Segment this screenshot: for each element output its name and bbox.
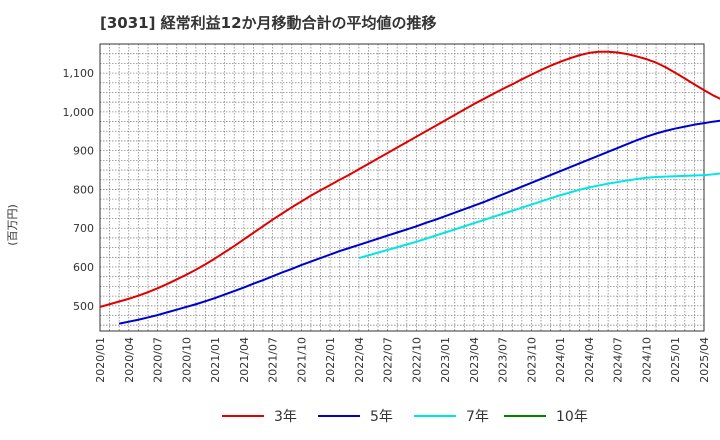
legend-item: 5年: [318, 404, 393, 428]
x-tick-label: 2020/04: [123, 337, 136, 383]
x-tick-label: 2021/07: [267, 337, 280, 383]
legend-swatch: [318, 415, 360, 417]
legend-item: 10年: [504, 404, 588, 428]
x-tick-label: 2020/10: [180, 337, 193, 383]
legend-swatch: [222, 415, 264, 417]
chart-title: [3031] 経常利益12か月移動合計の平均値の推移: [100, 14, 437, 32]
series-line-7年: [358, 172, 720, 260]
x-tick-label: 2021/10: [295, 337, 308, 383]
x-tick-label: 2024/07: [612, 337, 625, 383]
series-line-5年: [118, 119, 720, 325]
legend-label: 5年: [370, 409, 393, 425]
y-tick-label: 1,000: [63, 106, 95, 119]
x-tick-label: 2021/04: [238, 337, 251, 383]
x-tick-label: 2022/10: [410, 337, 423, 383]
x-tick-label: 2024/01: [554, 337, 567, 383]
legend-item: 3年: [222, 404, 297, 428]
legend-swatch: [414, 415, 456, 417]
x-tick-label: 2024/10: [640, 337, 653, 383]
x-tick-label: 2023/07: [497, 337, 510, 383]
x-tick-label: 2023/01: [439, 337, 452, 383]
x-tick-label: 2021/01: [209, 337, 222, 383]
legend-label: 7年: [466, 409, 489, 425]
y-tick-label: 900: [73, 145, 94, 158]
x-tick-label: 2023/10: [525, 337, 538, 383]
series-line-3年: [99, 50, 720, 308]
y-tick-label: 500: [73, 300, 94, 313]
y-tick-label: 600: [73, 261, 94, 274]
x-tick-label: 2022/04: [353, 337, 366, 383]
y-tick-label: 800: [73, 183, 94, 196]
legend: 3年 5年 7年 10年: [0, 404, 720, 428]
y-tick-label: 700: [73, 222, 94, 235]
plot-frame: [99, 43, 705, 332]
x-tick-label: 2025/01: [669, 337, 682, 383]
legend-label: 10年: [556, 409, 588, 425]
x-tick-label: 2023/04: [468, 337, 481, 383]
legend-label: 3年: [274, 409, 297, 425]
x-tick-label: 2024/04: [583, 337, 596, 383]
x-tick-label: 2020/01: [94, 337, 107, 383]
x-tick-label: 2022/07: [382, 337, 395, 383]
legend-item: 7年: [414, 404, 489, 428]
x-tick-label: 2025/04: [698, 337, 711, 383]
x-tick-label: 2022/01: [324, 337, 337, 383]
x-tick-label: 2020/07: [152, 337, 165, 383]
y-tick-label: 1,100: [63, 67, 95, 80]
legend-swatch: [504, 415, 546, 417]
